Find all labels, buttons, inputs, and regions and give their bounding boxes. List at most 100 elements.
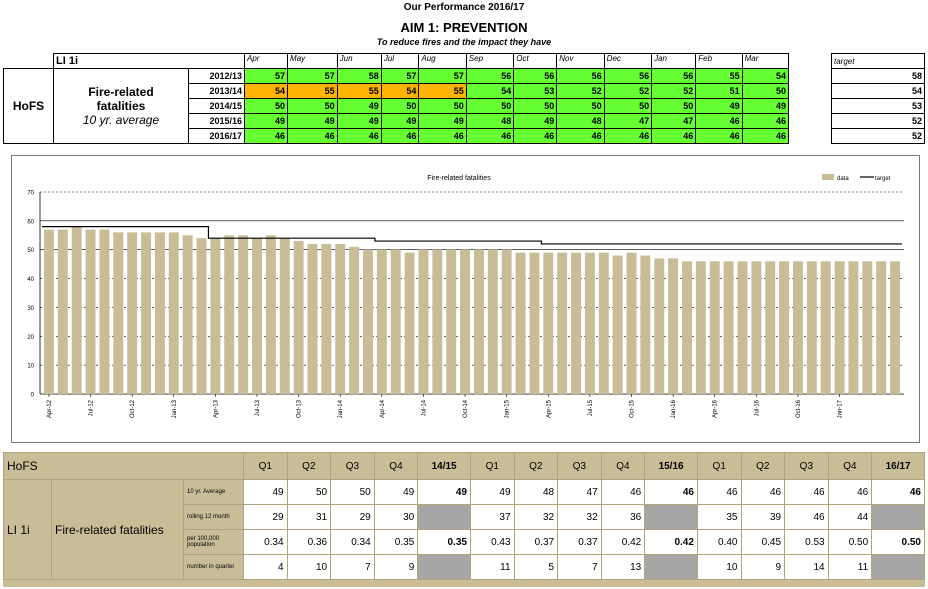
month-header: Mar [741,53,790,69]
legend-target-label: target [875,176,891,182]
month-value: 49 [336,98,382,114]
quarter-value: 48 [513,479,559,505]
data-bar [376,249,387,394]
month-value: 46 [287,128,338,144]
quarter-header: Q1 [696,452,742,480]
y-tick-label: 60 [27,219,34,225]
data-bar [487,249,498,394]
quarter-value: 7 [330,554,375,580]
data-bar [390,249,401,394]
quarter-value: 29 [243,504,288,530]
data-bar [196,238,207,394]
x-tick-label: Apr-12 [47,399,53,418]
legend-data-swatch [822,174,834,180]
data-bar [612,255,623,394]
quarter-value: 0.34 [243,529,288,555]
measure-label: Fire-related fatalities 10 yr. average [53,68,189,144]
target-value: 52 [831,113,925,129]
quarterly-table: HoFS Q1 Q2 Q3 Q4 14/15 Q1 Q2 Q3 Q4 15/16 Q1 Q2 Q3 Q4 1… [3,452,925,580]
quarter-value: 0.40 [696,529,742,555]
quarter-value: 0.35 [373,529,419,555]
quarter-value: 50 [286,479,332,505]
metric-row: LI 1i Fire-related fatalities 10 yr. Ave… [3,479,925,580]
data-bar [182,235,193,394]
data-bar [626,252,637,394]
year-label: 2012/13 [188,68,245,84]
aim-title: AIM 1: PREVENTION [400,20,528,35]
data-bar [792,261,803,394]
month-value: 47 [651,113,697,129]
month-value: 50 [243,98,289,114]
data-bar [349,246,360,394]
x-tick-label: Jul-12 [89,399,95,416]
owner-label: HoFS [3,68,54,144]
data-bar [210,238,221,394]
quarter-value: 30 [373,504,419,530]
quarter-value: 46 [740,479,786,505]
measure-line3: 10 yr. average [82,113,160,127]
quarter-value: 47 [557,479,602,505]
x-tick-label: Oct-16 [796,399,802,418]
month-value: 50 [380,98,420,114]
month-value: 49 [243,113,289,129]
month-value: 46 [418,128,467,144]
x-tick-label: Jan-15 [505,399,511,418]
x-tick-label: Apr-14 [380,399,386,418]
data-bar [224,235,235,394]
month-value: 49 [741,98,790,114]
chart-title: Fire-related fatalities [427,175,491,182]
year-row: 2013/14 54 55 55 54 55 54 53 52 52 52 51 50 [4,83,790,99]
target-header: target [831,53,925,69]
month-value: 58 [336,68,382,84]
x-tick-label: Oct-15 [630,399,636,418]
measure-line1: Fire-related [88,85,154,99]
year-total-value: 46 [644,479,698,505]
quarter-value: 44 [827,504,873,530]
month-value: 50 [418,98,467,114]
x-tick-label: Oct-13 [297,399,303,418]
owner-label: HoFS [3,452,244,480]
metric-row: number in quarter 4 10 7 9 11 5 7 13 10 9 14 11 [4,554,925,580]
quarter-value: 32 [557,504,602,530]
year-label: 2016/17 [188,128,245,144]
quarter-value: 0.43 [469,529,515,555]
quarter-value: 13 [600,554,646,580]
data-bar [862,261,873,394]
month-value: 57 [380,68,420,84]
quarter-value: 9 [740,554,786,580]
quarter-header: Q4 [373,452,419,480]
quarter-value: 5 [513,554,559,580]
data-bar [557,252,568,394]
quarter-header: Q1 [469,452,515,480]
month-header: Jun [336,53,382,69]
quarter-value: 0.34 [330,529,375,555]
month-value: 53 [513,83,558,99]
month-value: 50 [556,98,605,114]
month-value: 46 [336,128,382,144]
data-bar [460,249,471,394]
data-bar [335,243,346,394]
month-value: 49 [380,113,420,129]
quarter-value: 46 [784,504,829,530]
quarter-value: 46 [696,479,742,505]
x-tick-label: Apr-13 [213,399,219,418]
quarter-value: 49 [373,479,419,505]
metric-label: per 100,000 population [183,529,244,555]
data-bar [473,249,484,394]
month-value: 54 [741,68,790,84]
x-tick-label: Jan-16 [671,399,677,418]
quarter-value: 0.45 [740,529,786,555]
month-value: 56 [465,68,515,84]
y-tick-label: 30 [27,306,34,312]
data-bar [141,232,152,394]
month-value: 50 [603,98,653,114]
empty-cell [417,504,471,530]
quarter-value: 0.53 [784,529,829,555]
data-bar [293,241,304,394]
data-bar [751,261,762,394]
data-bar [418,249,429,394]
data-bar [252,238,262,394]
data-bar [362,249,373,394]
data-bar [515,252,526,394]
y-tick-label: 40 [27,277,34,283]
